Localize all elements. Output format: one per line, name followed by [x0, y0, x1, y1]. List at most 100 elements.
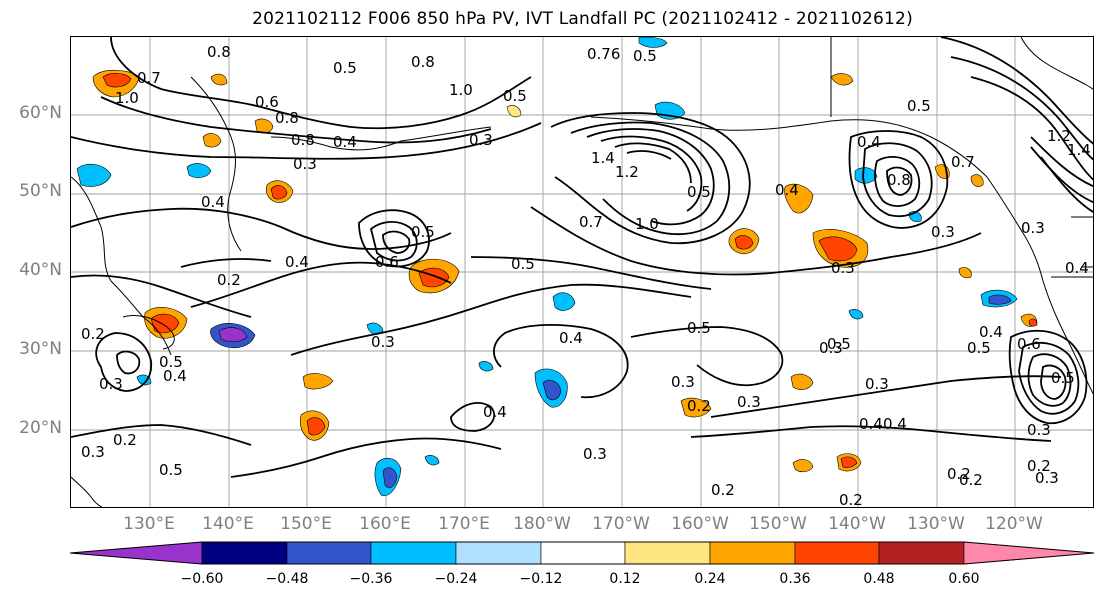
contour-label: 0.6: [1017, 335, 1041, 353]
contour-label: 0.3: [831, 259, 855, 277]
contour-label: 0.7: [951, 153, 975, 171]
contour-label: 0.2: [687, 397, 711, 415]
contour-label: 0.2: [947, 465, 971, 483]
colorbar-segment: [709, 541, 796, 565]
pv-contours: [71, 37, 1093, 478]
contour-label: 0.4: [883, 415, 907, 433]
contour-label: 0.3: [583, 445, 607, 463]
colorbar-tick: −0.12: [519, 571, 563, 587]
lat-label-20n: 20°N: [19, 418, 62, 438]
contour-label: 0.4: [859, 415, 883, 433]
lat-label-30n: 30°N: [19, 339, 62, 359]
lat-label-40n: 40°N: [19, 260, 62, 280]
contour-label: 0.5: [827, 335, 851, 353]
colorbar-segment: [455, 541, 542, 565]
map-panel: 0.8 0.7 1.0 0.6 0.5 0.8 0.76 0.5 0.8 1.0…: [70, 36, 1094, 508]
contour-label: 0.2: [81, 325, 105, 343]
colorbar-segment: [878, 541, 965, 565]
contour-label: 0.3: [671, 373, 695, 391]
colorbar-segment: [370, 541, 457, 565]
colorbar-segment: [540, 541, 626, 565]
lat-label-60n: 60°N: [19, 103, 62, 123]
lon-label-120w: 120°W: [985, 514, 1043, 534]
colorbar-segment: [286, 541, 372, 565]
colorbar-tick: 0.60: [948, 571, 980, 587]
colorbar-segment: [201, 541, 288, 565]
contour-label: 0.4: [775, 181, 799, 199]
contour-label: 0.5: [511, 255, 535, 273]
lon-label-160e: 160°E: [359, 514, 411, 534]
contour-label: 0.5: [967, 339, 991, 357]
contour-label: 1.2: [615, 163, 639, 181]
contour-label: 0.4: [559, 329, 583, 347]
contour-label: 0.76: [587, 45, 620, 63]
colorbar-segment: [70, 541, 203, 565]
colorbar-tick: −0.36: [349, 571, 393, 587]
colorbar-tick: −0.60: [180, 571, 224, 587]
colorbar: [70, 541, 1095, 565]
contour-label: 0.3: [293, 155, 317, 173]
lon-label-170w: 170°W: [592, 514, 650, 534]
lon-label-130e: 130°E: [123, 514, 175, 534]
lon-label-150e: 150°E: [280, 514, 332, 534]
positive-pv-shading: [92, 69, 1038, 473]
contour-label: 0.2: [113, 431, 137, 449]
contour-label: 0.5: [503, 87, 527, 105]
contour-label: 0.3: [99, 375, 123, 393]
contour-label: 0.5: [633, 47, 657, 65]
map-canvas: 0.8 0.7 1.0 0.6 0.5 0.8 0.76 0.5 0.8 1.0…: [71, 37, 1093, 508]
contour-label: 0.3: [737, 393, 761, 411]
contour-label: 0.5: [907, 97, 931, 115]
contour-label: 0.5: [1051, 369, 1075, 387]
lon-label-180w: 180°W: [513, 514, 571, 534]
colorbar-segment: [794, 541, 880, 565]
contour-label: 0.5: [333, 59, 357, 77]
contour-label: 0.2: [959, 471, 983, 489]
contour-label: 0.8: [275, 109, 299, 127]
colorbar-tick: −0.48: [265, 571, 309, 587]
contour-label: 0.7: [137, 69, 161, 87]
lon-label-170e: 170°E: [438, 514, 490, 534]
contour-label: 0.3: [1021, 219, 1045, 237]
lon-label-130w: 130°W: [907, 514, 965, 534]
contour-label: 0.3: [81, 443, 105, 461]
contour-label: 0.8: [887, 171, 911, 189]
contour-label: 0.6: [375, 253, 399, 271]
lon-label-160w: 160°W: [671, 514, 729, 534]
colorbar-tick: −0.24: [434, 571, 478, 587]
contour-label: 0.4: [483, 403, 507, 421]
contour-label: 1.0: [635, 215, 659, 233]
contour-label: 0.8: [291, 131, 315, 149]
contour-label: 1.0: [115, 89, 139, 107]
contour-label: 0.8: [207, 43, 231, 61]
contour-label: 0.2: [839, 491, 863, 508]
contour-label: 1.4: [1067, 141, 1091, 159]
lat-label-50n: 50°N: [19, 181, 62, 201]
colorbar-tick: 0.12: [609, 571, 641, 587]
contour-label: 0.5: [159, 461, 183, 479]
negative-pv-shading: [76, 37, 1018, 497]
colorbar-tick: 0.24: [694, 571, 726, 587]
contour-label: 0.5: [687, 183, 711, 201]
contour-label: 0.3: [931, 223, 955, 241]
colorbar-tick: 0.48: [863, 571, 895, 587]
lon-label-140e: 140°E: [202, 514, 254, 534]
contour-label: 0.3: [371, 333, 395, 351]
contour-label: 0.3: [1027, 421, 1051, 439]
contour-label: 0.5: [411, 223, 435, 241]
contour-label: 0.7: [579, 213, 603, 231]
contour-label: 0.3: [819, 339, 843, 357]
contour-label: 0.4: [1065, 259, 1089, 277]
colorbar-tick: 0.36: [779, 571, 811, 587]
contour-label: 0.4: [979, 323, 1003, 341]
contour-label: 0.2: [1027, 457, 1051, 475]
contour-label: 0.4: [201, 193, 225, 211]
lon-label-140w: 140°W: [828, 514, 886, 534]
contour-label: 0.6: [255, 93, 279, 111]
coastlines: [71, 37, 1093, 507]
contour-label: 1.4: [591, 149, 615, 167]
contour-label: 0.4: [857, 133, 881, 151]
contour-label: 0.5: [687, 319, 711, 337]
colorbar-segment: [963, 541, 1095, 565]
contour-label: 0.5: [159, 353, 183, 371]
